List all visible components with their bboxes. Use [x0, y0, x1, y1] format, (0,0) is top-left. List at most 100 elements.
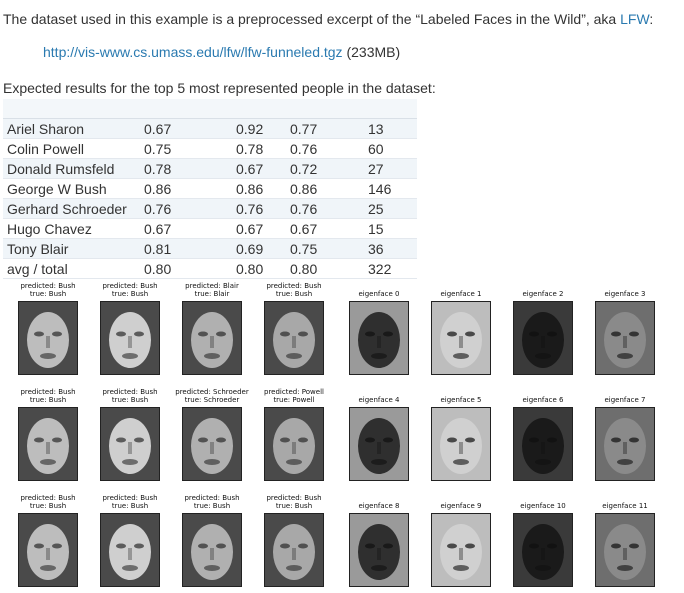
prediction-caption: predicted: Bush true: Bush [10, 388, 86, 404]
metric-cell: 0.80 [286, 258, 364, 279]
eigenface-panel: eigenface 9 [423, 494, 499, 587]
predicted-label: predicted: Bush [102, 388, 158, 396]
lfw-link[interactable]: LFW [620, 11, 650, 27]
prediction-portrait: predicted: Bush true: Bush [10, 282, 86, 375]
metric-cell: 0.67 [140, 118, 232, 139]
expected-results-heading: Expected results for the top 5 most repr… [3, 80, 436, 96]
eigenface-panel: eigenface 3 [587, 282, 663, 375]
eigenface-label: eigenface 7 [604, 396, 646, 404]
true-label: true: Bush [275, 502, 313, 510]
prediction-caption: predicted: Bush true: Bush [10, 494, 86, 510]
person-name-cell: Gerhard Schroeder [3, 198, 140, 219]
metric-cell: 27 [364, 158, 417, 179]
table-row: George W Bush 0.86 0.86 0.86 146 [3, 178, 417, 199]
eigenface-image [595, 513, 655, 587]
prediction-caption: predicted: Blair true: Blair [174, 282, 250, 298]
person-name-cell: Colin Powell [3, 138, 140, 159]
eigenface-label: eigenface 0 [358, 290, 400, 298]
face-image [182, 407, 242, 481]
table-row: Gerhard Schroeder 0.76 0.76 0.76 25 [3, 198, 417, 219]
eigenface-panel: eigenface 1 [423, 282, 499, 375]
face-image [182, 301, 242, 375]
face-image [18, 407, 78, 481]
dataset-download-link[interactable]: http://vis-www.cs.umass.edu/lfw/lfw-funn… [43, 44, 343, 60]
download-line: http://vis-www.cs.umass.edu/lfw/lfw-funn… [43, 44, 400, 60]
results-table: Ariel Sharon 0.67 0.92 0.77 13 Colin Powell 0.… [3, 99, 417, 279]
metric-cell: 0.69 [232, 238, 286, 259]
prediction-caption: predicted: Bush true: Bush [92, 282, 168, 298]
face-image [264, 407, 324, 481]
eigenface-image [431, 407, 491, 481]
eigenface-label: eigenface 8 [358, 502, 400, 510]
metric-cell: 13 [364, 118, 417, 139]
person-name-cell: Hugo Chavez [3, 218, 140, 239]
metric-cell: 36 [364, 238, 417, 259]
prediction-portrait: predicted: Bush true: Bush [174, 494, 250, 587]
metric-cell: 0.86 [286, 178, 364, 199]
eigenface-image [513, 513, 573, 587]
metric-cell: 0.78 [140, 158, 232, 179]
prediction-caption: predicted: Bush true: Bush [256, 494, 332, 510]
table-header-row [3, 99, 417, 119]
true-label: true: Bush [111, 290, 149, 298]
prediction-portrait: predicted: Bush true: Bush [92, 282, 168, 375]
prediction-portrait: predicted: Bush true: Bush [256, 282, 332, 375]
metric-cell: 0.76 [286, 198, 364, 219]
prediction-caption: predicted: Bush true: Bush [10, 282, 86, 298]
prediction-portrait: predicted: Powell true: Powell [256, 388, 332, 481]
face-image [100, 407, 160, 481]
prediction-portrait: predicted: Bush true: Bush [10, 388, 86, 481]
metric-cell: 0.76 [232, 198, 286, 219]
metric-cell: 0.75 [140, 138, 232, 159]
metric-cell: 0.75 [286, 238, 364, 259]
eigenface-image [595, 301, 655, 375]
prediction-portrait: predicted: Bush true: Bush [10, 494, 86, 587]
eigenface-panel: eigenface 8 [341, 494, 417, 587]
dataset-size: (233MB) [346, 44, 401, 60]
person-name-cell: avg / total [3, 258, 140, 279]
true-label: true: Bush [111, 502, 149, 510]
true-label: true: Bush [193, 502, 231, 510]
eigenface-label: eigenface 9 [440, 502, 482, 510]
table-row: Ariel Sharon 0.67 0.92 0.77 13 [3, 118, 417, 139]
intro-text: The dataset used in this example is a pr… [3, 11, 621, 27]
metric-cell: 0.67 [140, 218, 232, 239]
metric-cell: 0.86 [140, 178, 232, 199]
predicted-label: predicted: Bush [102, 494, 158, 502]
eigenface-image [431, 301, 491, 375]
predicted-label: predicted: Bush [184, 494, 240, 502]
face-image [100, 513, 160, 587]
predicted-label: predicted: Bush [266, 282, 322, 290]
prediction-portrait: predicted: Schroeder true: Schroeder [174, 388, 250, 481]
eigenface-image [513, 301, 573, 375]
metric-cell: 0.67 [232, 218, 286, 239]
metric-cell: 0.80 [140, 258, 232, 279]
eigenface-label: eigenface 3 [604, 290, 646, 298]
predicted-label: predicted: Bush [20, 282, 76, 290]
metric-cell: 146 [364, 178, 417, 199]
prediction-caption: predicted: Powell true: Powell [256, 388, 332, 404]
metric-cell: 0.72 [286, 158, 364, 179]
prediction-caption: predicted: Bush true: Bush [256, 282, 332, 298]
eigenface-label: eigenface 5 [440, 396, 482, 404]
person-name-cell: Tony Blair [3, 238, 140, 259]
eigenface-image [595, 407, 655, 481]
eigenface-image [431, 513, 491, 587]
predicted-label: predicted: Powell [264, 388, 324, 396]
true-label: true: Powell [273, 396, 315, 404]
eigenface-image [349, 407, 409, 481]
table-row: Colin Powell 0.75 0.78 0.76 60 [3, 138, 417, 159]
metric-cell: 0.76 [140, 198, 232, 219]
table-row: Donald Rumsfeld 0.78 0.67 0.72 27 [3, 158, 417, 179]
metric-cell: 0.67 [286, 218, 364, 239]
metric-cell: 0.86 [232, 178, 286, 199]
results-table-body: Ariel Sharon 0.67 0.92 0.77 13 Colin Powell 0.… [3, 99, 417, 279]
eigenface-label: eigenface 4 [358, 396, 400, 404]
predicted-label: predicted: Bush [20, 388, 76, 396]
eigenface-panel: eigenface 10 [505, 494, 581, 587]
metric-cell: 0.78 [232, 138, 286, 159]
prediction-portrait: predicted: Blair true: Blair [174, 282, 250, 375]
eigenface-label: eigenface 2 [522, 290, 564, 298]
eigenface-label: eigenface 1 [440, 290, 482, 298]
table-row: Hugo Chavez 0.67 0.67 0.67 15 [3, 218, 417, 239]
